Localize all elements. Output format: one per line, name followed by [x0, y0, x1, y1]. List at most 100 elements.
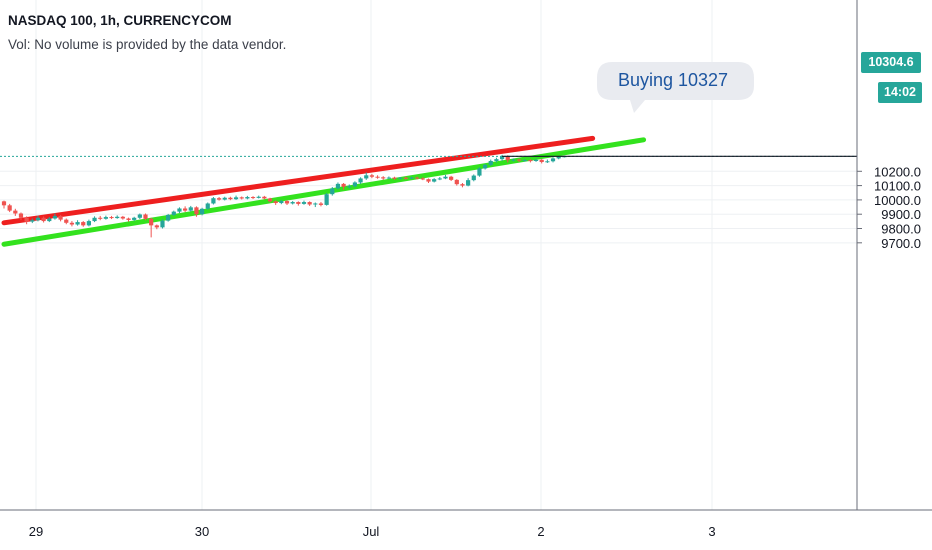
candle-body: [35, 217, 41, 221]
candle-body: [420, 178, 425, 180]
candle: [352, 181, 358, 188]
candle-body: [256, 196, 261, 198]
candle-body: [188, 207, 193, 211]
candle: [143, 213, 148, 221]
candle-body: [301, 202, 307, 204]
candle: [307, 201, 312, 206]
candle-body: [392, 177, 397, 179]
candle: [183, 206, 188, 213]
candle: [460, 183, 465, 188]
candle-body: [460, 184, 465, 186]
candle: [550, 157, 556, 163]
candle-body: [109, 217, 114, 219]
candle: [58, 214, 63, 222]
candle: [228, 196, 233, 201]
candle: [194, 206, 199, 217]
support-trendline[interactable]: [1, 137, 647, 247]
candle: [409, 176, 414, 180]
candle-body: [58, 215, 63, 220]
candle: [126, 217, 131, 222]
candle-body: [126, 218, 131, 220]
candle: [13, 208, 18, 216]
candle: [160, 219, 165, 229]
candle-body: [222, 197, 227, 200]
candle: [120, 215, 125, 220]
candle: [205, 202, 210, 210]
candle: [69, 221, 75, 227]
candle-body: [284, 201, 290, 204]
candle: [137, 213, 142, 220]
candle-body: [409, 177, 414, 179]
candle: [369, 173, 374, 179]
candle-body: [432, 179, 437, 182]
candle-body: [488, 160, 493, 165]
candle-body: [403, 177, 408, 179]
candle-body: [194, 207, 199, 215]
candle: [477, 167, 482, 177]
candle-body: [369, 175, 374, 177]
candle: [488, 159, 493, 166]
candles: [1, 154, 567, 238]
candle: [381, 176, 386, 180]
candle-body: [205, 203, 210, 209]
grid: [0, 0, 857, 510]
buying-callout[interactable]: Buying 10327: [597, 62, 754, 113]
candle: [364, 172, 369, 180]
chart-title: NASDAQ 100, 1h, CURRENCYCOM: [8, 13, 232, 28]
candle-body: [398, 177, 403, 179]
candle-body: [81, 222, 86, 226]
candle-body: [511, 159, 516, 161]
candle-body: [132, 217, 137, 220]
candle: [171, 210, 176, 216]
candle: [392, 176, 397, 180]
candle-body: [1, 201, 7, 206]
candle-body: [550, 158, 556, 162]
candle-body: [143, 214, 148, 219]
candle-body: [47, 218, 52, 222]
volume-note: Vol: No volume is provided by the data v…: [8, 37, 287, 52]
candle: [18, 212, 24, 220]
candle-body: [522, 160, 527, 162]
candle-body: [18, 213, 24, 218]
candle: [92, 216, 97, 223]
candle-body: [449, 176, 454, 180]
candle: [132, 216, 137, 222]
candle-body: [137, 214, 142, 218]
candle-body: [250, 197, 256, 199]
resistance-trendline[interactable]: [1, 135, 596, 226]
candle-body: [341, 183, 346, 187]
candle: [81, 221, 86, 227]
candle: [86, 219, 91, 227]
candle: [41, 216, 46, 223]
time-tick-label: Jul: [363, 524, 380, 539]
candle: [398, 177, 403, 180]
candle: [211, 197, 216, 205]
time-tick-label: 3: [708, 524, 715, 539]
candle-body: [466, 180, 471, 186]
candle: [375, 175, 380, 179]
candle: [358, 177, 363, 184]
candle-body: [443, 176, 448, 179]
time-axis[interactable]: 29 30 Jul 2 3: [29, 524, 716, 539]
candle: [403, 176, 408, 180]
candle: [545, 159, 550, 163]
candle: [415, 176, 420, 180]
price-tick-label: 10000.0: [874, 193, 921, 208]
candle: [250, 196, 256, 200]
candle: [528, 159, 533, 163]
candle-body: [216, 198, 222, 200]
time-tick-label: 30: [195, 524, 209, 539]
candle-body: [273, 201, 278, 204]
candle-body: [545, 161, 550, 163]
trendlines[interactable]: [1, 135, 647, 247]
candle-body: [86, 221, 91, 226]
candle-body: [64, 219, 69, 223]
candle-body: [279, 201, 284, 204]
candle-body: [200, 208, 205, 215]
candle-body: [160, 220, 165, 228]
candle: [52, 213, 58, 220]
candle: [177, 207, 182, 214]
candle-body: [533, 159, 539, 161]
